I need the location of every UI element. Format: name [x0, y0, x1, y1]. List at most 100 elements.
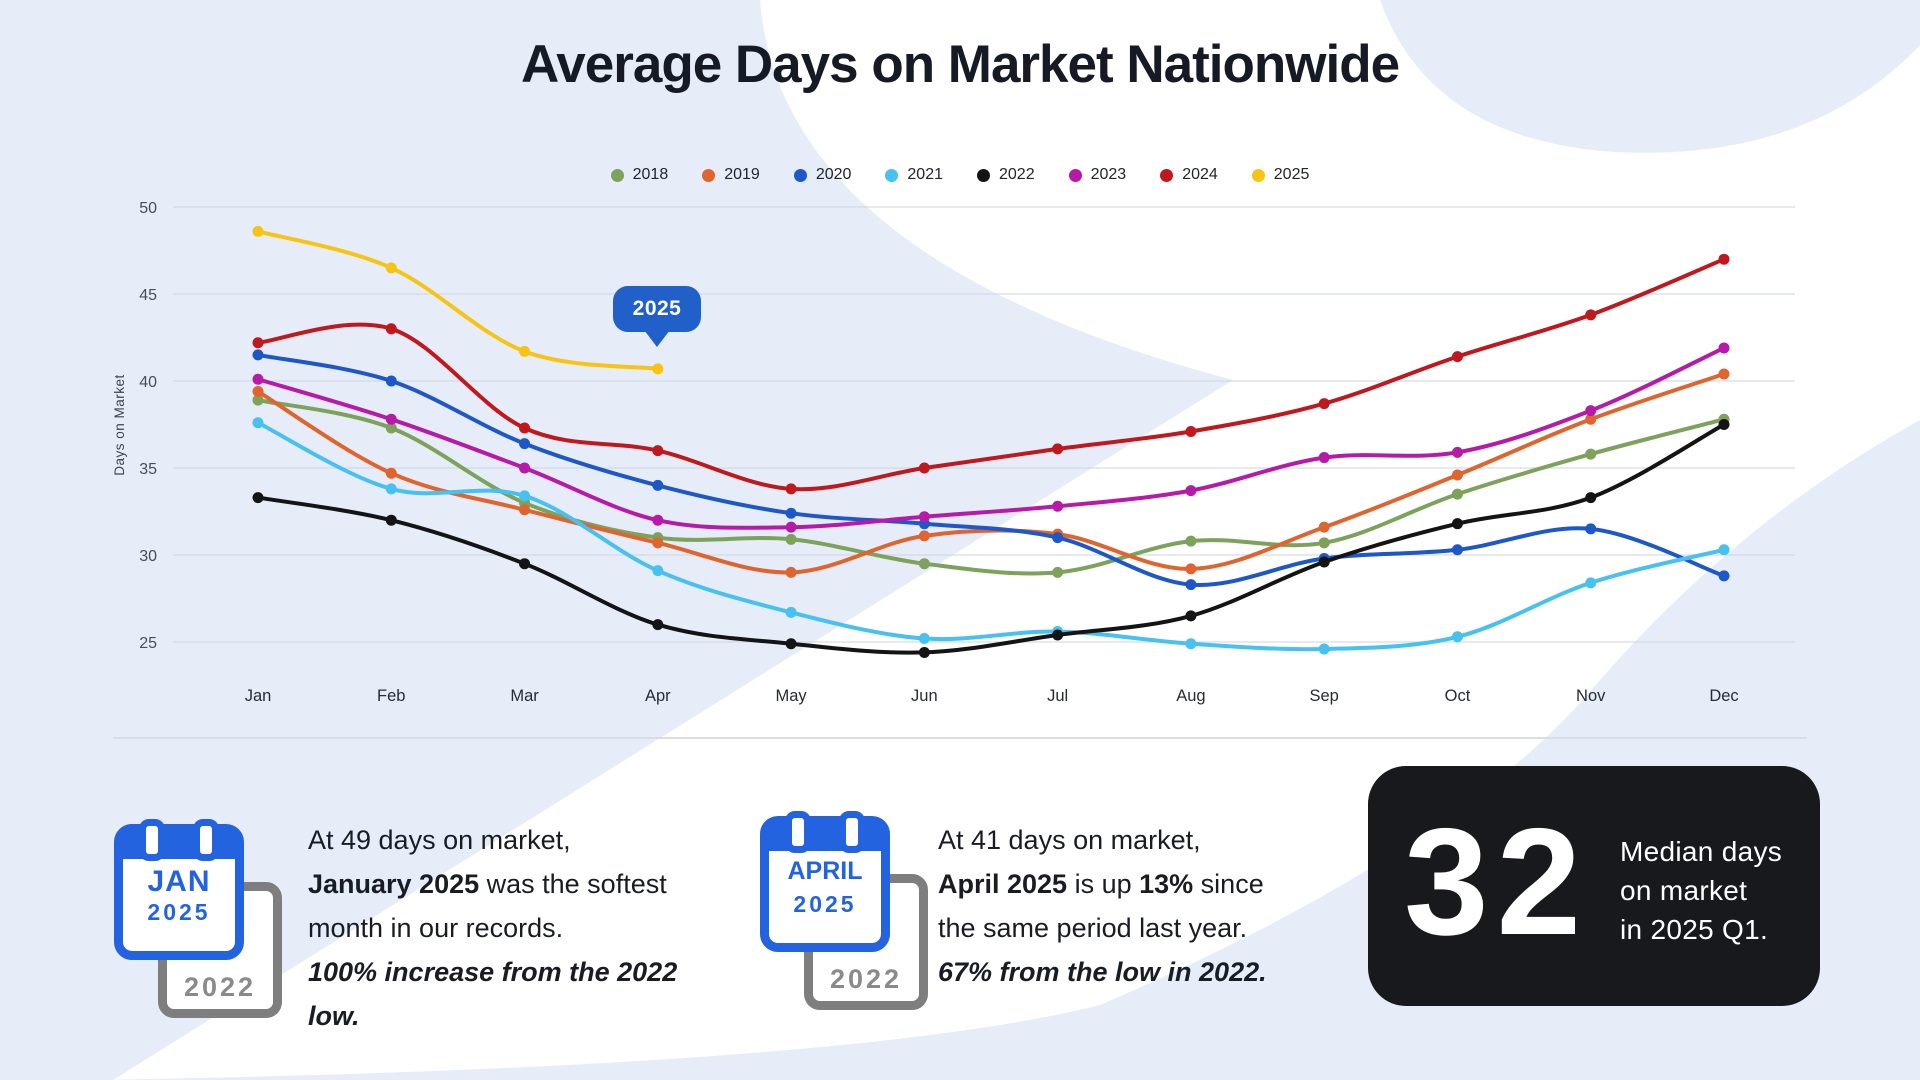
x-axis-label-Jun: Jun: [911, 687, 938, 705]
y-axis-tick: 35: [139, 461, 157, 478]
data-point-2023-Jul: [1052, 500, 1064, 512]
calendar-front-sheet: JAN 2025: [114, 819, 244, 960]
data-point-2024-Jan: [252, 337, 264, 349]
legend-item-2025: 2025: [1251, 166, 1310, 184]
data-point-2025-Mar: [519, 345, 531, 357]
data-point-2022-Oct: [1451, 518, 1463, 530]
text-segment: April 2025: [938, 869, 1068, 899]
stat-card: 32 Median days on market in 2025 Q1.: [1368, 766, 1820, 1006]
series-line-2023: [256, 345, 1726, 530]
data-point-2019-Feb: [385, 467, 397, 479]
series-line-2024: [256, 257, 1726, 492]
data-point-2023-Dec: [1718, 342, 1730, 354]
data-point-2019-Dec: [1718, 368, 1730, 380]
data-point-2019-Nov: [1585, 413, 1597, 425]
data-point-2024-Jul: [1052, 443, 1064, 455]
legend-dot-icon: [610, 168, 624, 182]
data-point-2019-Apr: [652, 537, 664, 549]
x-axis-label-Apr: Apr: [645, 687, 671, 705]
data-point-2023-Feb: [385, 413, 397, 425]
data-point-2021-Jan: [252, 417, 264, 429]
calendar-year: 2025: [147, 899, 211, 925]
data-point-2021-Feb: [385, 483, 397, 495]
text-segment: the same period last year.: [938, 913, 1248, 943]
legend-item-2022: 2022: [977, 166, 1035, 184]
text-segment: month in our records.: [308, 913, 564, 943]
calendar-ring-icon: [839, 811, 865, 853]
data-point-2023-Nov: [1585, 405, 1597, 417]
series-line-2025: [256, 229, 660, 371]
background-shape-top-right: [1380, 0, 1920, 153]
data-point-2019-Oct: [1451, 469, 1463, 481]
calendar-back-year: 2022: [829, 964, 903, 994]
data-point-2020-Nov: [1585, 523, 1597, 535]
legend-dot-icon: [1068, 168, 1082, 182]
data-point-2019-Jan: [252, 385, 264, 397]
page-title: Average Days on Market Nationwide: [520, 35, 1400, 94]
legend-dot-icon: [1160, 168, 1174, 182]
calendar-front-sheet: APRIL 2025: [760, 811, 890, 952]
data-point-2023-Jan: [252, 373, 264, 385]
data-point-2024-Oct: [1451, 351, 1463, 363]
data-point-2023-Sep: [1318, 452, 1330, 464]
data-point-2021-Jun: [918, 633, 930, 645]
series-line-2019: [256, 372, 1726, 575]
legend-label: 2025: [1273, 166, 1310, 183]
data-point-2021-Apr: [652, 565, 664, 577]
x-axis-label-Dec: Dec: [1709, 687, 1738, 705]
data-point-2022-Nov: [1585, 492, 1597, 504]
data-point-2022-Jun: [918, 646, 930, 658]
calendar-icon-jan-2025: 2022 JAN 2025: [112, 808, 302, 1023]
data-point-2022-Jan: [252, 492, 264, 504]
legend-item-2018: 2018: [610, 166, 668, 184]
legend-label: 2020: [815, 166, 852, 183]
series-line-2020: [256, 352, 1726, 587]
callout-badge-2025: 2025: [613, 286, 701, 332]
data-point-2023-Mar: [519, 462, 531, 474]
data-point-2024-Apr: [652, 445, 664, 457]
data-point-2020-Apr: [652, 479, 664, 491]
calendar-ring-icon: [139, 819, 165, 861]
data-point-2023-Apr: [652, 514, 664, 526]
calendar-ring-icon: [193, 819, 219, 861]
data-point-2018-Oct: [1451, 488, 1463, 500]
stat-description: Median days on market in 2025 Q1.: [1620, 832, 1782, 949]
data-point-2021-Sep: [1318, 643, 1330, 655]
y-axis-tick: 45: [139, 287, 157, 304]
data-point-2024-Mar: [519, 422, 531, 434]
data-point-2022-Dec: [1718, 419, 1730, 430]
data-point-2019-Mar: [519, 504, 531, 516]
legend-item-2020: 2020: [793, 166, 852, 184]
data-point-2021-Dec: [1718, 544, 1730, 556]
data-point-2018-Jul: [1052, 566, 1064, 578]
series-line-2021: [256, 420, 1726, 652]
text-segment: Median days: [1620, 836, 1783, 867]
legend-item-2023: 2023: [1068, 166, 1126, 184]
legend-dot-icon: [702, 168, 716, 182]
data-point-2024-Jun: [918, 462, 930, 474]
data-point-2018-Sep: [1318, 537, 1330, 549]
data-point-2019-Sep: [1318, 521, 1330, 533]
x-axis-label-Nov: Nov: [1576, 687, 1606, 705]
legend-item-2021: 2021: [885, 166, 943, 184]
x-axis-label-Feb: Feb: [377, 687, 405, 705]
legend-dot-icon: [793, 168, 807, 182]
data-point-2023-May: [785, 521, 797, 533]
text-segment: 13%: [1139, 869, 1194, 899]
data-point-2025-Apr: [652, 363, 664, 375]
legend-dot-icon: [1251, 168, 1265, 182]
data-point-2025-Jan: [252, 225, 264, 237]
legend-label: 2021: [907, 166, 943, 183]
data-point-2018-Feb: [385, 422, 397, 434]
data-point-2018-Aug: [1185, 535, 1197, 547]
series-line-2022: [256, 422, 1726, 655]
data-point-2020-Feb: [385, 375, 397, 387]
data-point-2020-Aug: [1185, 579, 1197, 591]
text-segment: since: [1193, 869, 1264, 899]
data-point-2022-Feb: [385, 514, 397, 526]
data-point-2019-May: [785, 566, 797, 578]
text-segment: low.: [308, 1001, 360, 1031]
stat-value: 32: [1404, 797, 1590, 967]
y-axis-tick: 30: [139, 548, 157, 565]
